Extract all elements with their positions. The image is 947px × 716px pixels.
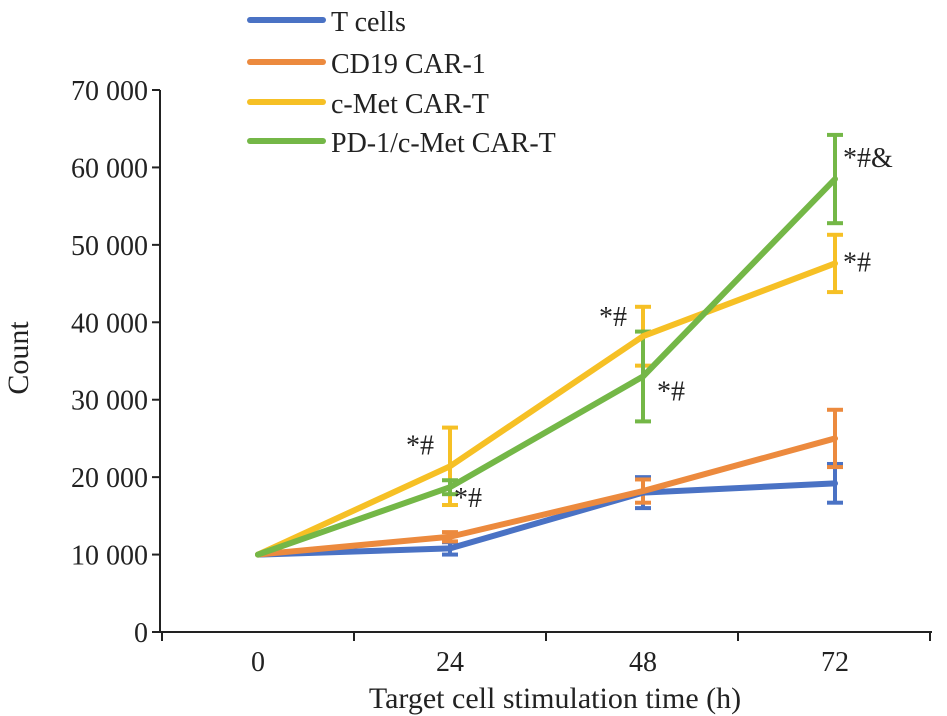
- y-tick-label: 30 000: [71, 386, 148, 417]
- significance-label: *#: [599, 302, 627, 333]
- legend-item-0: T cells: [247, 7, 406, 38]
- series-line-0: [255, 480, 838, 558]
- legend-item-1: CD19 CAR-1: [247, 49, 486, 80]
- significance-label: *#: [843, 247, 871, 278]
- legend-label-3: PD-1/c-Met CAR-T: [331, 128, 556, 159]
- y-tick-label: 10 000: [71, 541, 148, 572]
- legend-item-2: c-Met CAR-T: [247, 89, 489, 120]
- y-tick-label: 40 000: [71, 308, 148, 339]
- significance-label: *#: [406, 430, 434, 461]
- x-axis-label: Target cell stimulation time (h): [369, 682, 741, 715]
- series-line-2: [255, 260, 838, 558]
- legend-label-1: CD19 CAR-1: [331, 49, 486, 80]
- y-axis-label: Count: [2, 321, 35, 395]
- plot-area: *# *# *# *# *# *#&: [255, 132, 893, 558]
- y-tick-label: 60 000: [71, 153, 148, 184]
- legend-label-0: T cells: [331, 7, 406, 38]
- x-tick-label: 72: [821, 647, 849, 678]
- y-tick-label: 0: [134, 618, 148, 649]
- series-line-3: [255, 176, 838, 558]
- x-tick-label: 0: [251, 647, 265, 678]
- y-tick-label: 70 000: [71, 76, 148, 107]
- x-tick-label: 48: [629, 647, 657, 678]
- legend-label-2: c-Met CAR-T: [331, 89, 489, 120]
- significance-label: *#&: [843, 143, 893, 174]
- significance-label: *#: [657, 376, 685, 407]
- legend: T cells CD19 CAR-1 c-Met CAR-T PD-1/c-Me…: [247, 7, 556, 159]
- series-line-1: [255, 435, 838, 558]
- y-ticks: 0 10 000 20 000 30 000 40 000 50 000 60 000 70 …: [71, 76, 160, 649]
- x-tick-label: 24: [436, 647, 464, 678]
- significance-label: *#: [454, 483, 482, 514]
- legend-item-3: PD-1/c-Met CAR-T: [247, 128, 556, 159]
- y-tick-label: 20 000: [71, 463, 148, 494]
- y-tick-label: 50 000: [71, 231, 148, 262]
- x-ticks: 0 24 48 72: [161, 632, 931, 678]
